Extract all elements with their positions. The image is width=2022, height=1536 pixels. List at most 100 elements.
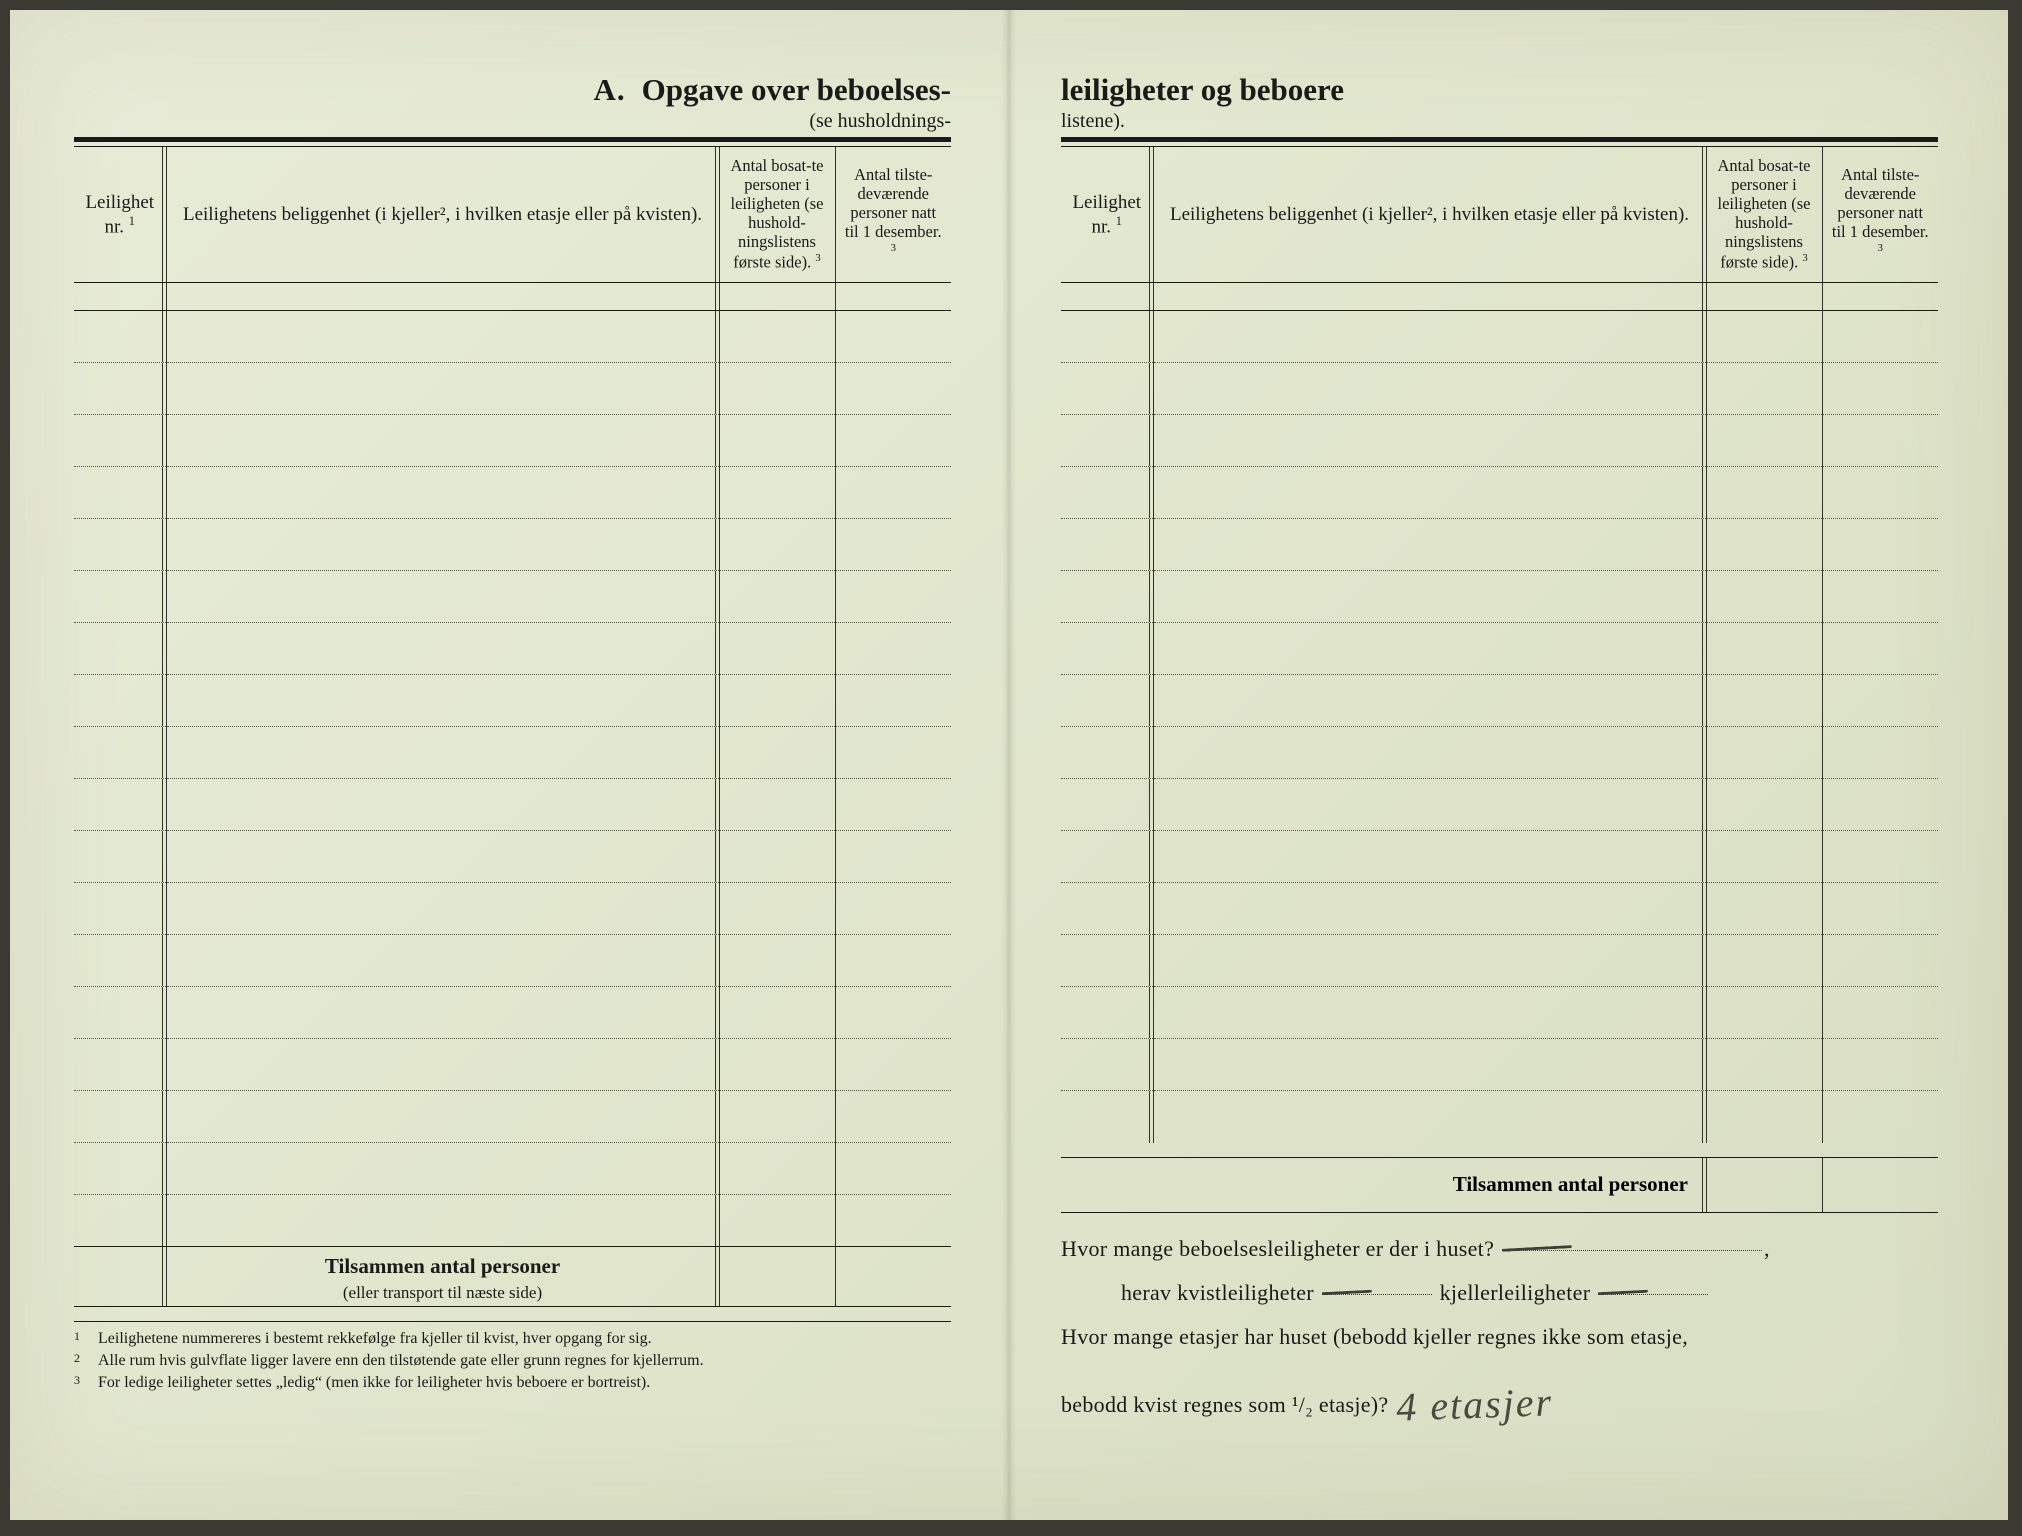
cell-bosatte: [1706, 467, 1822, 519]
cell-tilstede: [835, 883, 951, 935]
cell-bosatte: [719, 415, 835, 467]
cell-beliggenhet: [1153, 415, 1706, 467]
cell-beliggenhet: [1153, 831, 1706, 883]
cell-bosatte: [719, 311, 835, 363]
col-header-bosatte: Antal bosat-te personer i leiligheten (s…: [719, 147, 835, 283]
col4-text: Antal tilste-deværende personer natt til…: [845, 165, 942, 241]
cell-beliggenhet: [166, 935, 719, 987]
right-tilsammen-label: Tilsammen antal personer: [1061, 1172, 1706, 1197]
cell-tilstede: [1822, 623, 1938, 675]
fn1-num: 1: [74, 1328, 88, 1350]
table-row: [74, 415, 951, 467]
table-row: [1061, 831, 1938, 883]
col-header-leilighet-nr: Leilighet nr. 1: [74, 147, 166, 283]
question-3-line2: bebodd kvist regnes som ¹/₂ etasje)? 4 e…: [1061, 1359, 1938, 1427]
fn3-num: 3: [74, 1372, 88, 1394]
cell-beliggenhet: [166, 727, 719, 779]
col1-line2: nr.: [105, 216, 125, 237]
question-2: herav kvistleiligheter kjellerleilighete…: [1061, 1271, 1938, 1315]
cell-nr: [74, 1091, 166, 1143]
cell-nr: [74, 571, 166, 623]
cell-nr: [1061, 363, 1153, 415]
cell-beliggenhet: [166, 363, 719, 415]
heavy-rule: [74, 137, 951, 147]
table-row: [74, 883, 951, 935]
cell-tilstede: [835, 935, 951, 987]
q3-blank: 4 etasjer: [1396, 1359, 1656, 1383]
table-row: [1061, 727, 1938, 779]
table-row: [1061, 467, 1938, 519]
cell-tilstede: [835, 1039, 951, 1091]
cell-nr: [1061, 675, 1153, 727]
q1-answer-dash: [1501, 1236, 1572, 1252]
cell-tilstede: [835, 1195, 951, 1247]
cell-beliggenhet: [1153, 571, 1706, 623]
left-title-row: A. Opgave over beboelses-: [74, 72, 951, 108]
q1-text: Hvor mange beboelsesleiligheter er der i…: [1061, 1236, 1494, 1261]
col-header-tilstede-r: Antal tilste-deværende personer natt til…: [1822, 147, 1938, 283]
cell-nr: [1061, 519, 1153, 571]
cell-tilstede: [1822, 571, 1938, 623]
cell-beliggenhet: [1153, 467, 1706, 519]
questions-block: Hvor mange beboelsesleiligheter er der i…: [1061, 1227, 1938, 1427]
cell-beliggenhet: [1153, 623, 1706, 675]
table-row: [74, 363, 951, 415]
fn1-text: Leilighetene nummereres i bestemt rekkef…: [98, 1328, 652, 1350]
cell-bosatte: [1706, 363, 1822, 415]
cell-nr: [74, 623, 166, 675]
table-row: [1061, 1039, 1938, 1091]
cell-nr: [1061, 1091, 1153, 1143]
table-row: [74, 571, 951, 623]
cell-nr: [1061, 467, 1153, 519]
cell-bosatte: [719, 363, 835, 415]
right-tilsammen-row: Tilsammen antal personer: [1061, 1157, 1938, 1213]
table-row: [1061, 623, 1938, 675]
cell-beliggenhet: [166, 1195, 719, 1247]
r-col1-sup: 1: [1116, 214, 1122, 228]
cell-tilstede: [835, 467, 951, 519]
cell-tilstede: [1822, 987, 1938, 1039]
table-row: [74, 727, 951, 779]
col-header-beliggenhet-r: Leilighetens beliggenhet (i kjeller², i …: [1153, 147, 1706, 283]
cell-tilstede: [1822, 363, 1938, 415]
cell-bosatte: [719, 623, 835, 675]
cell-tilstede: [1822, 1091, 1938, 1143]
cell-bosatte: [1706, 675, 1822, 727]
cell-tilstede: [835, 571, 951, 623]
left-table-body: [74, 283, 951, 1247]
cell-beliggenhet: [166, 1039, 719, 1091]
cell-beliggenhet: [166, 779, 719, 831]
table-row: [74, 779, 951, 831]
fn2-text: Alle rum hvis gulvflate ligger lavere en…: [98, 1350, 704, 1372]
cell-nr: [1061, 1039, 1153, 1091]
cell-tilstede: [835, 519, 951, 571]
left-title: Opgave over beboelses-: [642, 72, 951, 108]
cell-bosatte: [719, 727, 835, 779]
table-row: [1061, 415, 1938, 467]
q2-blank-2: [1598, 1271, 1708, 1295]
cell-beliggenhet: [166, 571, 719, 623]
cell-nr: [74, 467, 166, 519]
cell-bosatte: [1706, 779, 1822, 831]
cell-beliggenhet: [1153, 311, 1706, 363]
cell-bosatte: [719, 571, 835, 623]
table-row: [74, 831, 951, 883]
cell-beliggenhet: [166, 831, 719, 883]
cell-beliggenhet: [1153, 987, 1706, 1039]
cell-bosatte: [719, 1195, 835, 1247]
table-row: [74, 987, 951, 1039]
cell-bosatte: [719, 519, 835, 571]
cell-beliggenhet: [166, 519, 719, 571]
left-subtitle: (se husholdnings-: [74, 110, 951, 133]
cell-nr: [74, 1143, 166, 1195]
cell-tilstede: [835, 623, 951, 675]
table-row: [1061, 779, 1938, 831]
cell-beliggenhet: [1153, 675, 1706, 727]
fn3-text: For ledige leiligheter settes „ledig“ (m…: [98, 1372, 650, 1394]
cell-bosatte: [1706, 1039, 1822, 1091]
left-tilsammen-row: Tilsammen antal personer (eller transpor…: [74, 1247, 951, 1307]
cell-tilstede: [835, 1143, 951, 1195]
left-page: A. Opgave over beboelses- (se husholdnin…: [10, 10, 1009, 1520]
table-row: [74, 467, 951, 519]
cell-beliggenhet: [166, 467, 719, 519]
